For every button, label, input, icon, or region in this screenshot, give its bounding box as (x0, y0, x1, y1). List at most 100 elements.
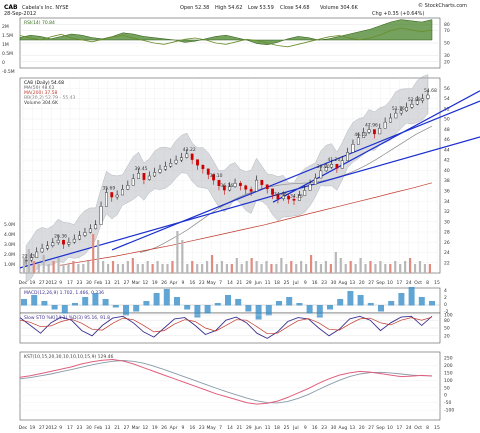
volume-bar (22, 258, 25, 273)
price-candle (362, 132, 366, 138)
x-tick-label: 2012 (46, 425, 58, 431)
macd-hist-bar (123, 305, 129, 316)
price-candle (340, 160, 344, 169)
price-candle (201, 165, 205, 170)
macd-hist-bar (367, 303, 374, 306)
macd-hist-bar (398, 293, 405, 306)
price-annotation: 39.90 (317, 164, 330, 170)
ma50-label: MA(50) 48.62 (24, 85, 55, 91)
x-tick-label: Apr (170, 425, 178, 431)
price-annotation: 26.36 (54, 233, 67, 239)
volume-bar (300, 261, 303, 273)
x-tick-label: Mar (132, 425, 141, 431)
volume-tick-label: 4.0M (4, 232, 15, 238)
sto-tick-label: 80 (444, 318, 450, 324)
volume-bar (186, 264, 189, 273)
volume-bar (354, 264, 357, 273)
trend-line (19, 136, 480, 269)
price-candle (292, 198, 296, 201)
macd-hist-bar (286, 297, 293, 306)
volume-bar (37, 264, 40, 273)
x-tick-label: 27 (39, 425, 45, 431)
x-tick-label: Feb (94, 425, 102, 431)
y-tick-label: 30 (444, 219, 450, 225)
volume-bar (136, 264, 139, 273)
chart-subtitle: Cabela's Inc. NYSE (22, 5, 69, 11)
volume-bar (314, 261, 318, 273)
x-tick-label: 9 (304, 425, 307, 431)
volume-bar (146, 261, 149, 273)
macd-hist-bar (408, 287, 415, 306)
macd-hist-bar (174, 297, 180, 306)
price-candle (222, 185, 226, 191)
volume-bar (260, 264, 263, 273)
macd-hist-bar (429, 301, 435, 306)
volume-bar (176, 231, 179, 273)
price-candle (29, 257, 33, 261)
volume-bar (423, 264, 427, 273)
kst-signal-line (19, 360, 433, 404)
volume-bar (230, 264, 233, 273)
macd-hist-bar (31, 295, 38, 306)
rsi-fill-area (19, 19, 433, 46)
price-candle (163, 166, 167, 170)
macd-hist-bar (316, 305, 323, 318)
price-annotation: 54.68 (424, 88, 437, 94)
price-candle (115, 194, 119, 198)
volume-bar (67, 264, 70, 273)
price-candle (389, 117, 392, 123)
x-tick-label: 29 (246, 280, 252, 286)
x-tick-label: 27 (39, 280, 45, 286)
macd-hist-bar (327, 305, 333, 310)
x-tick-label: 26 (161, 280, 167, 286)
price-candle (255, 179, 258, 192)
price-candle (206, 168, 210, 175)
rsi-tick-label: 80 (444, 22, 450, 28)
y-tick-label: 26 (444, 240, 450, 246)
x-tick-label: 30 (86, 280, 92, 286)
macd-hist-bar (21, 299, 27, 306)
x-tick-label: 7 (219, 425, 222, 431)
macd-hist-bar (163, 289, 170, 306)
brand-label: © StockCharts.com (418, 2, 467, 9)
x-tick-label: 29 (246, 425, 252, 431)
rsi-tick-label: 30 (444, 53, 450, 59)
price-candle (383, 121, 387, 129)
volume-bar (339, 258, 342, 273)
price-annotation: 46.10 (354, 132, 367, 138)
price-candle (303, 190, 307, 196)
y-tick-label: 36 (444, 188, 450, 194)
rsi-left-tick: -0.5M (2, 69, 15, 75)
volume-bar (106, 264, 110, 273)
price-candle (78, 235, 82, 240)
kst-tick-label: 100 (444, 378, 453, 384)
price-candle (142, 172, 146, 180)
close-value: Close 54.68 (280, 5, 310, 11)
volume-bar (418, 261, 422, 273)
kst-tick-label: 50 (444, 385, 450, 391)
x-tick-label: Sep (376, 280, 385, 286)
x-tick-label: May (207, 280, 217, 286)
x-tick-label: 9 (182, 280, 185, 286)
x-tick-label: 30 (86, 425, 92, 431)
x-tick-label: Sep (376, 425, 385, 431)
y-tick-label: 34 (444, 199, 450, 205)
kst-tick-label: 200 (444, 363, 453, 369)
x-tick-label: 23 (321, 280, 327, 286)
macd-hist-bar (102, 299, 109, 306)
kst-tick-label: 250 (444, 356, 453, 362)
macd-hist-bar (153, 293, 160, 306)
x-tick-label: 18 (274, 280, 280, 286)
price-candle (126, 185, 130, 190)
volume-bar (205, 261, 209, 273)
price-candle (287, 195, 291, 200)
macd-hist-bar (51, 305, 58, 310)
volume-bar (404, 261, 407, 273)
volume-bar (141, 264, 144, 273)
price-candle (99, 206, 103, 225)
x-tick-label: 11 (265, 280, 271, 286)
price-candle (72, 238, 76, 243)
price-candle (62, 239, 65, 245)
y-tick-label: 42 (444, 158, 450, 164)
x-tick-label: Aug (339, 425, 348, 431)
